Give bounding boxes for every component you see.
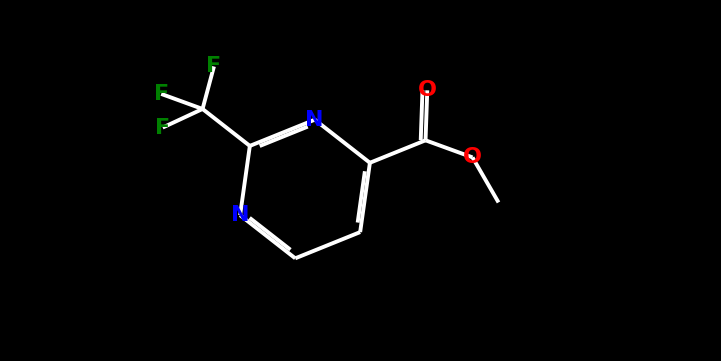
Text: N: N [306,110,324,130]
Text: F: F [154,84,169,104]
Text: O: O [417,81,437,100]
Text: N: N [231,205,249,225]
Text: F: F [155,118,170,138]
Text: O: O [463,147,482,168]
Text: F: F [206,56,221,77]
